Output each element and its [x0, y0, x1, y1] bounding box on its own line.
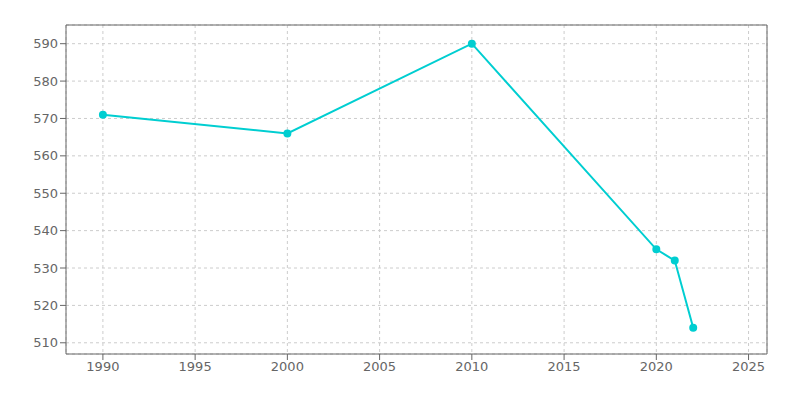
svg-text:2015: 2015: [548, 359, 581, 374]
svg-text:520: 520: [33, 298, 58, 313]
svg-text:590: 590: [33, 36, 58, 51]
svg-text:570: 570: [33, 111, 58, 126]
svg-text:510: 510: [33, 335, 58, 350]
svg-text:560: 560: [33, 148, 58, 163]
svg-text:2025: 2025: [732, 359, 765, 374]
svg-text:580: 580: [33, 74, 58, 89]
svg-text:2005: 2005: [363, 359, 396, 374]
svg-text:2010: 2010: [455, 359, 488, 374]
svg-text:540: 540: [33, 223, 58, 238]
svg-text:1995: 1995: [179, 359, 212, 374]
svg-text:1990: 1990: [86, 359, 119, 374]
svg-text:550: 550: [33, 186, 58, 201]
svg-text:2000: 2000: [271, 359, 304, 374]
svg-text:530: 530: [33, 261, 58, 276]
svg-text:2020: 2020: [640, 359, 673, 374]
